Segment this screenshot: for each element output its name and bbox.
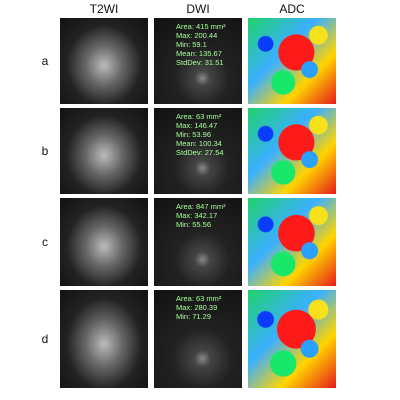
- row-label: b: [41, 144, 49, 158]
- dwi-image: Area: 847 mm² Max: 342.17 Min: 55.56: [154, 198, 242, 286]
- t2-image: [60, 290, 148, 388]
- stat-line: Max: 146.47: [176, 121, 218, 130]
- stat-line: Max: 280.39: [176, 303, 218, 312]
- stat-line: Min: 59.1: [176, 40, 207, 49]
- stat-line: Max: 200.44: [176, 31, 218, 40]
- row-label: a: [41, 54, 49, 68]
- adc-image: [248, 18, 336, 104]
- t2-image: [60, 18, 148, 104]
- row-label: c: [42, 235, 48, 249]
- column-header: T2WI: [89, 2, 119, 16]
- stat-line: StdDev: 31.51: [176, 58, 224, 67]
- stat-line: Min: 53.96: [176, 130, 212, 139]
- roi-stats: Area: 847 mm² Max: 342.17 Min: 55.56: [176, 202, 226, 229]
- stat-line: Area: 415 mm²: [176, 22, 226, 31]
- adc-image: [248, 290, 336, 388]
- column-header: DWI: [186, 2, 210, 16]
- roi-stats: Area: 415 mm² Max: 200.44 Min: 59.1 Mean: 1…: [176, 22, 226, 67]
- row-label: d: [41, 332, 49, 346]
- roi-stats: Area: 63 mm² Max: 280.39 Min: 71.29: [176, 294, 221, 321]
- adc-image: [248, 108, 336, 194]
- stat-line: Mean: 100.34: [176, 139, 222, 148]
- column-header: ADC: [279, 2, 305, 16]
- adc-image: [248, 198, 336, 286]
- dwi-image: Area: 415 mm² Max: 200.44 Min: 59.1 Mean: 1…: [154, 18, 242, 104]
- stat-line: StdDev: 27.54: [176, 148, 224, 157]
- stat-line: Max: 342.17: [176, 211, 218, 220]
- stat-line: Min: 55.56: [176, 220, 212, 229]
- t2-image: [60, 198, 148, 286]
- stat-line: Mean: 135.67: [176, 49, 222, 58]
- stat-line: Min: 71.29: [176, 312, 212, 321]
- dwi-image: Area: 63 mm² Max: 146.47 Min: 53.96 Mean: 1…: [154, 108, 242, 194]
- dwi-image: Area: 63 mm² Max: 280.39 Min: 71.29: [154, 290, 242, 388]
- stat-line: Area: 63 mm²: [176, 112, 222, 121]
- t2-image: [60, 108, 148, 194]
- stat-line: Area: 847 mm²: [176, 202, 226, 211]
- stat-line: Area: 63 mm²: [176, 294, 222, 303]
- roi-stats: Area: 63 mm² Max: 146.47 Min: 53.96 Mean: 1…: [176, 112, 224, 157]
